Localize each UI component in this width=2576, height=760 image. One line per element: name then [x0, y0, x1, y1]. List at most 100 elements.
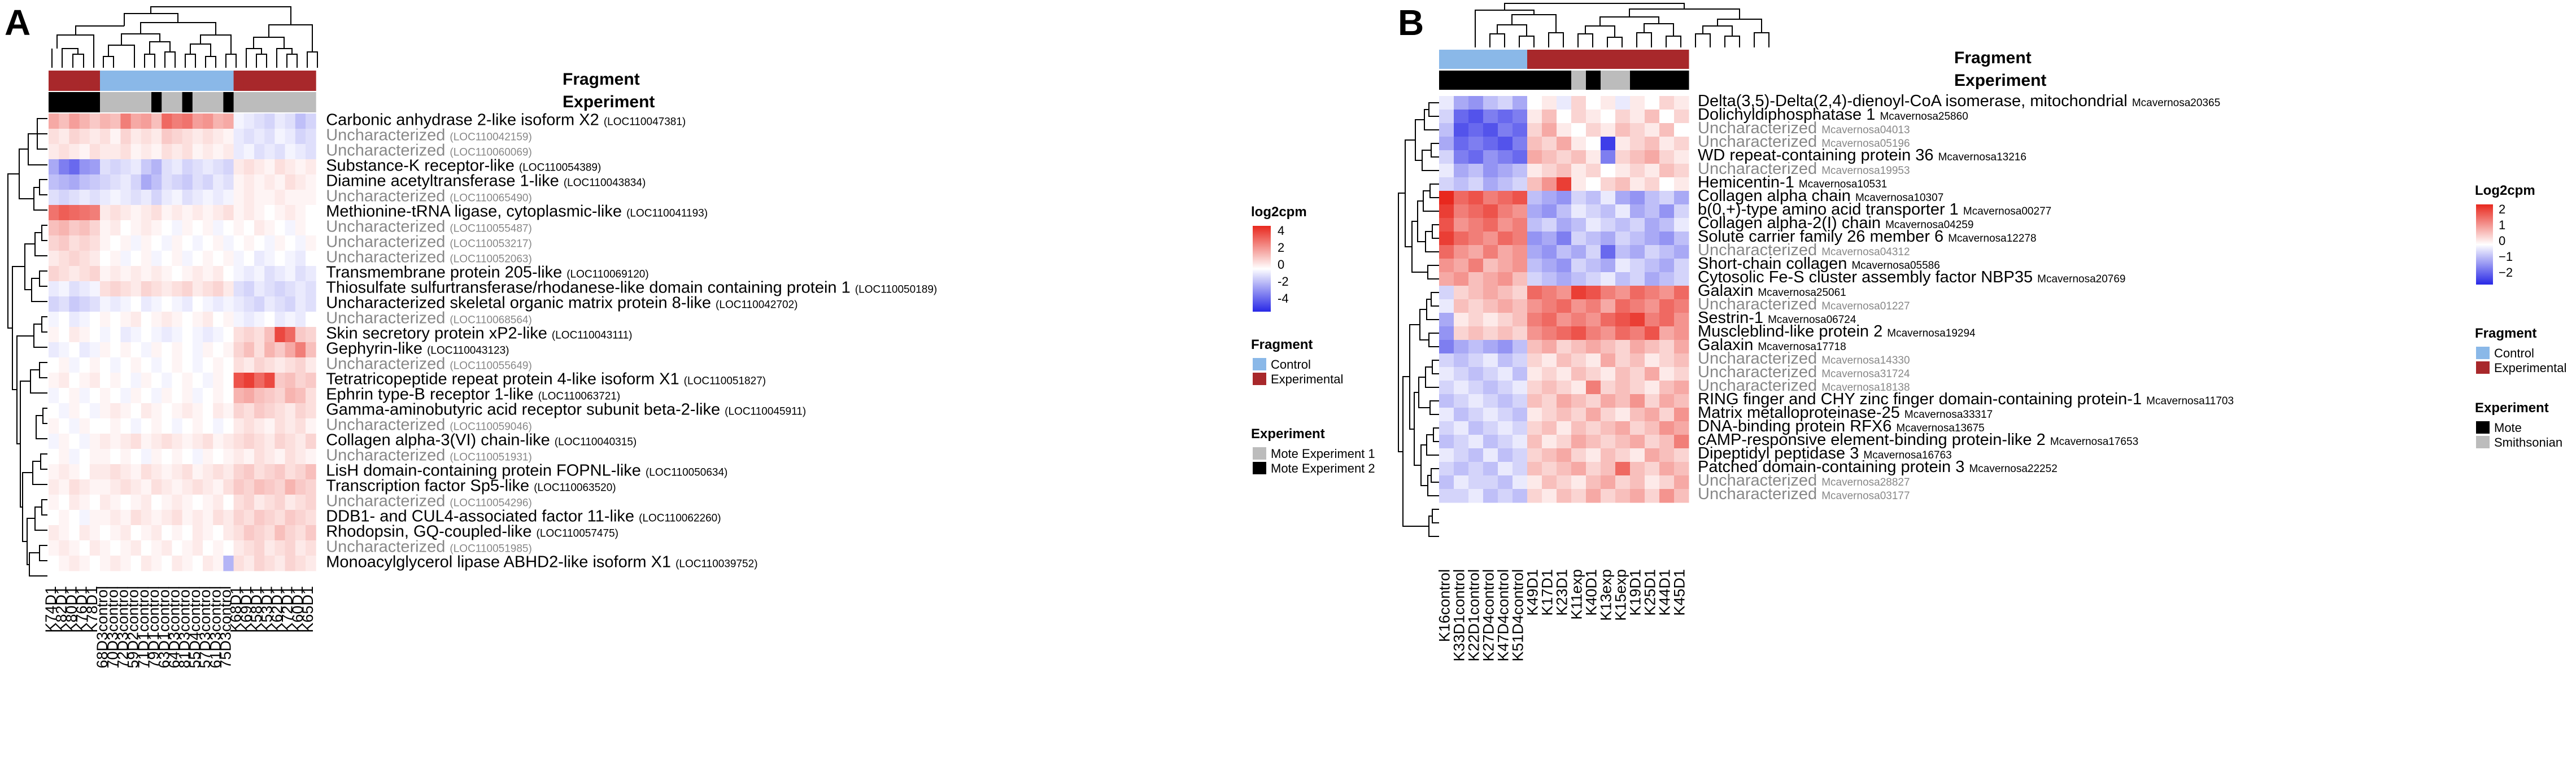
heatmap-cell: [1513, 313, 1528, 327]
heatmap-cell: [1557, 421, 1572, 435]
heatmap-cell: [89, 159, 101, 175]
gene-name: RING finger and CHY zinc finger domain-c…: [1698, 390, 2146, 408]
gene-id: (LOC110052063): [450, 254, 531, 265]
heatmap-cell: [1601, 421, 1616, 435]
panel-b-fragment-legend: Fragment Control Experimental: [2475, 326, 2566, 375]
heatmap-cell: [1527, 421, 1542, 435]
heatmap-cell: [141, 540, 152, 556]
heatmap-cell: [162, 510, 172, 526]
heatmap-cell: [203, 251, 213, 267]
heatmap-cell: [264, 479, 275, 495]
heatmap-cell: [151, 296, 162, 312]
panel-b-experiment-legend-title: Experiment: [2475, 400, 2549, 416]
heatmap-cell: [130, 556, 142, 571]
heatmap-cell: [1513, 232, 1528, 246]
heatmap-cell: [1615, 475, 1631, 490]
heatmap-cell: [1527, 245, 1542, 259]
row-label: DNA-binding protein RFX6 Mcavernosa13675: [1698, 417, 1985, 435]
column-label: K62D1: [269, 586, 286, 633]
heatmap-cell: [1557, 218, 1572, 232]
heatmap-cell: [1659, 272, 1675, 286]
heatmap-cell: [69, 449, 80, 465]
heatmap-cell: [151, 129, 162, 145]
heatmap-cell: [192, 403, 203, 419]
heatmap-cell: [1586, 381, 1601, 395]
heatmap-cell: [1571, 340, 1586, 354]
fragment-annotation-cell: [1454, 50, 1469, 69]
heatmap-cell: [274, 220, 286, 236]
heatmap-cell: [306, 373, 316, 388]
heatmap-cell: [1659, 286, 1675, 300]
legend-swatch-experimental: [1253, 373, 1266, 385]
fragment-annotation-cell: [1483, 50, 1498, 69]
heatmap-cell: [1439, 164, 1454, 178]
heatmap-cell: [49, 464, 59, 480]
experiment-annotation-cell: [182, 92, 193, 112]
heatmap-cell: [1483, 435, 1498, 449]
heatmap-cell: [274, 403, 286, 419]
heatmap-cell: [1498, 272, 1513, 286]
fragment-annotation-cell: [172, 71, 183, 91]
heatmap-cell: [79, 495, 90, 510]
heatmap-cell: [49, 251, 59, 267]
row-label: Skin secretory protein xP2-like (LOC1100…: [326, 325, 632, 343]
heatmap-cell: [1630, 177, 1645, 191]
gene-id: (LOC110063721): [538, 391, 620, 403]
gene-name: Uncharacterized: [326, 355, 450, 373]
heatmap-cell: [1601, 408, 1616, 422]
heatmap-cell: [1439, 232, 1454, 246]
heatmap-cell: [1615, 435, 1631, 449]
heatmap-cell: [151, 540, 162, 556]
heatmap-cell: [1659, 218, 1675, 232]
heatmap-cell: [151, 174, 162, 190]
heatmap-cell: [162, 495, 172, 510]
heatmap-cell: [233, 434, 245, 449]
heatmap-cell: [162, 266, 172, 282]
gene-name: Tetratricopeptide repeat protein 4-like …: [326, 370, 683, 388]
heatmap-cell: [1630, 123, 1645, 137]
heatmap-cell: [1615, 394, 1631, 408]
panel-b-colorbar-tick: 1: [2499, 218, 2505, 232]
heatmap-cell: [79, 525, 90, 541]
heatmap-cell: [213, 418, 224, 434]
heatmap-cell: [110, 296, 121, 312]
experiment-annotation-cell: [110, 92, 121, 112]
heatmap-cell: [1659, 381, 1675, 395]
heatmap-cell: [1557, 353, 1572, 368]
panel-a-experiment-legend: Experiment Mote Experiment 1 Mote Experi…: [1251, 426, 1375, 475]
column-label: 71D1control: [135, 586, 152, 669]
heatmap-cell: [243, 388, 255, 404]
panel-a-column-dendrogram: [51, 6, 318, 68]
heatmap-cell: [285, 434, 296, 449]
heatmap-cell: [1557, 462, 1572, 476]
heatmap-cell: [1557, 272, 1572, 286]
heatmap-cell: [264, 174, 275, 190]
heatmap-cell: [59, 251, 69, 267]
heatmap-cell: [274, 342, 286, 358]
heatmap-cell: [162, 281, 172, 297]
heatmap-cell: [1615, 408, 1631, 422]
heatmap-cell: [130, 296, 142, 312]
heatmap-cell: [1601, 110, 1616, 124]
heatmap-cell: [213, 312, 224, 327]
heatmap-cell: [203, 540, 213, 556]
heatmap-cell: [1527, 408, 1542, 422]
heatmap-cell: [213, 540, 224, 556]
heatmap-cell: [223, 159, 234, 175]
column-label: K25D1: [1642, 569, 1659, 616]
heatmap-cell: [130, 113, 142, 129]
gene-id: (LOC110069120): [566, 269, 648, 281]
heatmap-cell: [1615, 137, 1631, 151]
heatmap-cell: [295, 495, 306, 510]
heatmap-cell: [1513, 462, 1528, 476]
column-label: K17D1: [1539, 569, 1556, 616]
heatmap-cell: [233, 251, 245, 267]
gene-id: Mcavernosa11703: [2146, 395, 2234, 407]
heatmap-cell: [243, 464, 255, 480]
column-label: K80D1: [63, 586, 80, 633]
heatmap-cell: [1454, 245, 1469, 259]
gene-id: Mcavernosa25061: [1758, 287, 1846, 299]
heatmap-cell: [1498, 435, 1513, 449]
heatmap-cell: [1645, 353, 1660, 368]
gene-name: Hemicentin-1: [1698, 173, 1799, 191]
